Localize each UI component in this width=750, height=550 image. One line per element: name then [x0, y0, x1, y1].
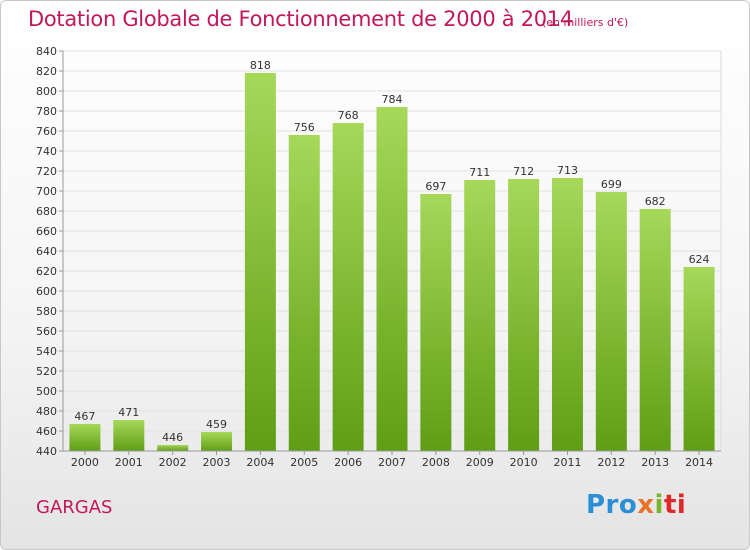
x-tick-label: 2010 — [510, 456, 538, 469]
y-tick-label: 800 — [36, 85, 57, 98]
bar-value-label: 711 — [469, 166, 490, 179]
x-tick-label: 2014 — [685, 456, 713, 469]
bar — [376, 107, 408, 451]
bar-value-label: 682 — [645, 195, 666, 208]
bar — [639, 209, 671, 451]
y-tick-label: 700 — [36, 185, 57, 198]
x-axis: 2000 2001 2002 2003 2004 2005 2006 2007 2008 2009… — [71, 451, 713, 469]
x-tick-label: 2004 — [246, 456, 274, 469]
bar — [69, 424, 101, 451]
y-axis: 440 460 480 500 520 540 560 580 600 620 640 660 680 7… — [36, 45, 63, 458]
y-tick-label: 720 — [36, 165, 57, 178]
y-tick-label: 760 — [36, 125, 57, 138]
x-tick-label: 2013 — [641, 456, 669, 469]
proxiti-logo[interactable]: Proxiti — [586, 490, 687, 520]
bar — [332, 123, 364, 451]
y-tick-label: 640 — [36, 245, 57, 258]
bar-value-label: 471 — [118, 406, 139, 419]
x-tick-label: 2007 — [378, 456, 406, 469]
y-tick-label: 480 — [36, 405, 57, 418]
bar — [244, 73, 276, 451]
y-tick-label: 820 — [36, 65, 57, 78]
x-tick-label: 2012 — [597, 456, 625, 469]
bar — [551, 178, 583, 451]
bar-value-label: 459 — [206, 418, 227, 431]
y-tick-label: 540 — [36, 345, 57, 358]
y-tick-label: 560 — [36, 325, 57, 338]
bar — [464, 180, 496, 451]
x-tick-label: 2005 — [290, 456, 318, 469]
y-tick-label: 520 — [36, 365, 57, 378]
bar-value-label: 697 — [425, 180, 446, 193]
bar — [201, 432, 233, 451]
bar-value-label: 768 — [338, 109, 359, 122]
bar-value-label: 784 — [382, 93, 403, 106]
x-tick-label: 2003 — [203, 456, 231, 469]
y-tick-label: 460 — [36, 425, 57, 438]
x-tick-label: 2002 — [159, 456, 187, 469]
bar-value-label: 624 — [689, 253, 710, 266]
bar-value-label: 467 — [74, 410, 95, 423]
bar — [683, 267, 715, 451]
x-tick-label: 2011 — [553, 456, 581, 469]
bar — [113, 420, 145, 451]
bar-value-label: 712 — [513, 165, 534, 178]
x-tick-label: 2006 — [334, 456, 362, 469]
y-tick-label: 500 — [36, 385, 57, 398]
chart-subtitle: (en milliers d'€) — [542, 16, 629, 29]
y-tick-label: 600 — [36, 285, 57, 298]
x-tick-label: 2001 — [115, 456, 143, 469]
y-tick-label: 840 — [36, 45, 57, 58]
x-tick-label: 2009 — [466, 456, 494, 469]
x-tick-label: 2008 — [422, 456, 450, 469]
bar — [157, 445, 189, 451]
y-tick-label: 660 — [36, 225, 57, 238]
bar-value-label: 818 — [250, 59, 271, 72]
y-tick-label: 740 — [36, 145, 57, 158]
y-tick-label: 780 — [36, 105, 57, 118]
bar-value-label: 756 — [294, 121, 315, 134]
bar — [420, 194, 452, 451]
bar-value-label: 699 — [601, 178, 622, 191]
y-tick-label: 680 — [36, 205, 57, 218]
y-tick-label: 620 — [36, 265, 57, 278]
bar — [288, 135, 320, 451]
y-tick-label: 580 — [36, 305, 57, 318]
chart-title: Dotation Globale de Fonctionnement de 20… — [28, 7, 573, 31]
y-tick-label: 440 — [36, 445, 57, 458]
bar-value-label: 713 — [557, 164, 578, 177]
bars: 467 471 446 459 818 756 768 784 697 711 712 713 699 6… — [69, 59, 715, 451]
place-name: GARGAS — [36, 497, 113, 518]
bar — [595, 192, 627, 451]
bar — [508, 179, 540, 451]
bar-value-label: 446 — [162, 431, 183, 444]
x-tick-label: 2000 — [71, 456, 99, 469]
